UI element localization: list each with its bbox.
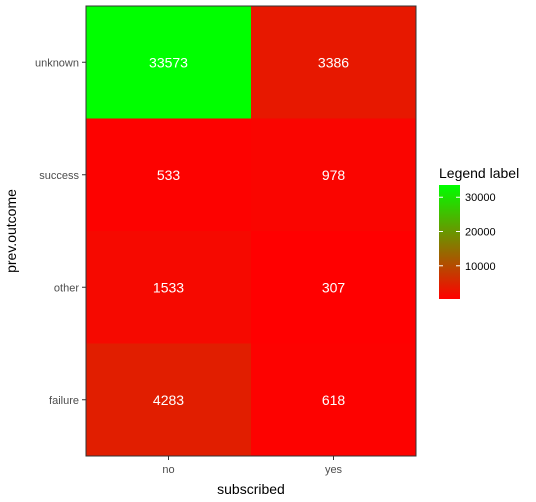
heatmap-cell-unknown-yes bbox=[251, 6, 416, 119]
y-tick-label-failure: failure bbox=[49, 395, 79, 407]
axis-ticks: no yes unknown success other failure bbox=[35, 57, 343, 476]
heatmap-cell-success-yes bbox=[251, 118, 416, 231]
x-tick-label-yes: yes bbox=[325, 464, 343, 476]
cell-value-label-failure-no: 4283 bbox=[153, 392, 184, 408]
heatmap-cell-other-yes bbox=[251, 231, 416, 344]
cell-value-label-unknown-no: 33573 bbox=[149, 54, 188, 70]
x-tick-label-no: no bbox=[162, 464, 174, 476]
color-legend: Legend label 10000 20000 30000 bbox=[439, 165, 519, 299]
legend-colorbar bbox=[439, 185, 460, 299]
cell-value-label-success-no: 533 bbox=[157, 167, 181, 183]
heatmap-cells: 33573 3386 533 978 1533 307 4283 618 bbox=[86, 6, 416, 456]
heatmap-cell-failure-no bbox=[86, 343, 251, 456]
legend-title: Legend label bbox=[439, 165, 519, 181]
cell-value-label-other-yes: 307 bbox=[322, 279, 346, 295]
panel-border bbox=[85, 5, 417, 457]
cell-value-label-other-no: 1533 bbox=[153, 279, 184, 295]
cell-value-label-failure-yes: 618 bbox=[322, 392, 346, 408]
heatmap-cell-unknown-no bbox=[86, 6, 251, 119]
x-axis-title: subscribed bbox=[217, 481, 285, 497]
heatmap-cell-other-no bbox=[86, 231, 251, 344]
y-tick-label-success: success bbox=[39, 170, 79, 182]
legend-tick-label-10000: 10000 bbox=[465, 261, 496, 273]
legend-ticks: 10000 20000 30000 bbox=[439, 192, 496, 273]
cell-value-label-unknown-yes: 3386 bbox=[318, 54, 349, 70]
y-axis-title: prev.outcome bbox=[3, 189, 19, 273]
heatmap-cell-success-no bbox=[86, 118, 251, 231]
y-tick-label-other: other bbox=[54, 282, 79, 294]
legend-tick-label-20000: 20000 bbox=[465, 227, 496, 239]
y-tick-label-unknown: unknown bbox=[35, 57, 79, 69]
legend-tick-label-30000: 30000 bbox=[465, 192, 496, 204]
cell-value-label-success-yes: 978 bbox=[322, 167, 346, 183]
heatmap-cell-failure-yes bbox=[251, 343, 416, 456]
